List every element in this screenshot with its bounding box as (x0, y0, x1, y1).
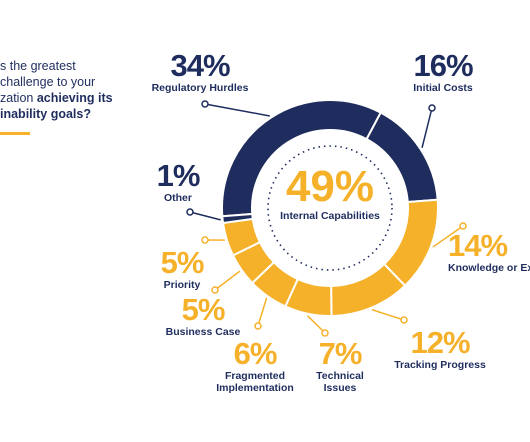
value-label: 12% (410, 325, 470, 360)
category-label: Business Case (165, 326, 241, 338)
question-line: s the greatest (0, 58, 113, 74)
leader-dot (400, 316, 408, 324)
question-line: zation achieving its (0, 90, 113, 106)
category-label: Priority (163, 279, 201, 291)
category-label: Tracking Progress (394, 359, 486, 371)
category-label: Fragmented Implementation (216, 370, 294, 394)
question: s the greatest challenge to your zation … (0, 58, 113, 122)
value-label: 7% (318, 336, 363, 371)
center-value: 49% (285, 162, 375, 211)
question-text: inability goals? (0, 107, 91, 121)
value-label: 1% (156, 158, 201, 193)
category-label: Other (163, 192, 192, 204)
value-label: 34% (170, 48, 230, 83)
segment-label: 1% Other (153, 158, 203, 205)
leader-dot (186, 208, 194, 216)
question-text: zation (0, 91, 37, 105)
leader-dot (428, 104, 436, 112)
question-line: challenge to your (0, 74, 113, 90)
value-label: 5% (160, 245, 205, 280)
question-line: inability goals? (0, 106, 113, 122)
value-label: 6% (233, 336, 278, 371)
segment-label: 16% Initial Costs (398, 48, 488, 95)
leader-dot (211, 286, 219, 294)
center-caption: Internal Capabilities (280, 210, 380, 222)
leader-dot (321, 329, 329, 337)
value-label: 16% (413, 48, 473, 83)
question-text: achieving its (36, 91, 113, 105)
segment-label: 12% Tracking Progress (390, 325, 490, 372)
accent-bar (0, 132, 30, 135)
category-label: Initial Costs (413, 82, 473, 94)
segment-label: 6% Fragmented Implementation (208, 336, 303, 395)
leader-line (306, 315, 326, 334)
leader-dot (201, 100, 209, 108)
segment-label: 5% Business Case (158, 292, 248, 339)
leader-line (432, 225, 464, 248)
leader-line (214, 270, 241, 291)
question-text: s the greatest (0, 59, 76, 73)
center-label: 49% Internal Capabilities (250, 162, 410, 223)
value-label: 14% (448, 228, 508, 263)
leader-line (189, 211, 221, 221)
leader-line (421, 107, 433, 148)
value-label: 5% (181, 292, 226, 327)
segment-label: 14% Knowledge or Ex (448, 228, 530, 275)
leader-dot (459, 222, 467, 230)
category-label: Knowledge or Ex (448, 262, 530, 274)
leader-line (204, 103, 270, 117)
category-label: Technical Issues (316, 370, 364, 394)
leader-dot (201, 236, 209, 244)
donut-segment (221, 212, 254, 225)
segment-label: 7% Technical Issues (310, 336, 370, 395)
leader-line (371, 308, 405, 321)
segment-label: 34% Regulatory Hurdles (145, 48, 255, 95)
category-label: Regulatory Hurdles (151, 82, 249, 94)
leader-line (257, 297, 268, 327)
question-text: challenge to your (0, 75, 96, 89)
segment-label: 5% Priority (152, 245, 212, 292)
leader-dot (254, 322, 262, 330)
dotted-ring (267, 145, 393, 271)
